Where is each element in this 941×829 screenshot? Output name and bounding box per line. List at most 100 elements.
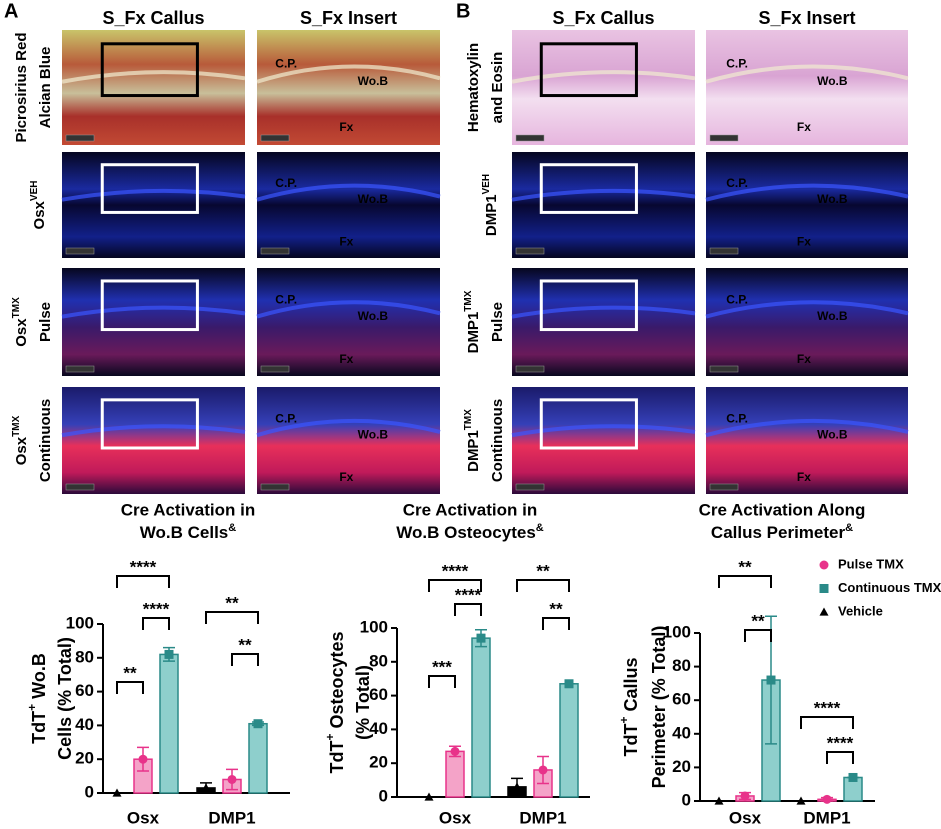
significance-bracket	[800, 716, 854, 729]
micrograph	[512, 268, 695, 376]
bar-point	[512, 782, 522, 791]
significance-label: **	[738, 557, 752, 576]
significance-label: ****	[455, 585, 482, 604]
significance-bracket	[116, 575, 170, 588]
insert-label: C.P.	[275, 411, 297, 425]
scale-bar	[65, 483, 95, 491]
micrograph	[62, 387, 245, 494]
x-tick-label: Osx	[439, 808, 472, 827]
insert-label: C.P.	[275, 293, 297, 307]
tissue-band	[256, 64, 441, 84]
row-label: Hematoxylin and Eosin	[465, 43, 506, 132]
row-label-line: Hematoxylin	[465, 43, 482, 132]
scale-bar	[65, 365, 95, 373]
micrograph	[706, 268, 908, 376]
text-part: Continuous	[37, 399, 54, 482]
bar-point	[227, 774, 237, 784]
column-header: S_Fx Callus	[102, 8, 204, 28]
row-label: DMP1TMX Pulse	[463, 290, 506, 353]
significance-label: **	[549, 599, 563, 618]
text-part: TMX	[11, 415, 22, 436]
text-part: TdT	[29, 711, 49, 744]
significance-bracket	[231, 653, 259, 666]
legend-label: Vehicle	[838, 603, 883, 618]
x-tick-label: Osx	[127, 808, 160, 827]
significance-label: **	[225, 593, 239, 612]
y-tick-label: 40	[369, 719, 388, 738]
text-part: Callus Perimeter	[711, 523, 846, 542]
micrograph	[62, 268, 245, 376]
text-part: Osx	[13, 436, 30, 465]
bar-point	[796, 796, 806, 805]
tissue-band	[256, 300, 441, 319]
bar-point	[450, 746, 460, 756]
bar-point	[112, 788, 122, 797]
tissue-band	[705, 300, 909, 319]
text-part: Osx	[31, 200, 48, 229]
bar-point	[476, 633, 486, 643]
significance-label: ****	[814, 698, 841, 717]
insert-label: Wo.B	[358, 74, 389, 88]
column-header: S_Fx Callus	[552, 8, 654, 28]
tissue-band	[61, 188, 246, 202]
row-label-line: DMP1TMX	[463, 290, 482, 353]
scale-bar	[260, 247, 290, 255]
y-tick-label: 40	[75, 715, 94, 734]
bar-point	[822, 794, 832, 804]
text-part: &	[845, 522, 853, 534]
y-tick-label: 80	[75, 647, 94, 666]
scale-bar	[709, 365, 739, 373]
chart-title: Wo.B Cells&	[140, 522, 236, 543]
insert-label: C.P.	[275, 176, 297, 190]
insert-label: C.P.	[726, 57, 748, 71]
row-label-line: Continuous	[37, 399, 54, 482]
y-label-line: Cells (% Total)	[55, 637, 75, 760]
significance-bracket	[428, 675, 456, 688]
bar-point	[424, 792, 434, 801]
insert-label: Fx	[339, 470, 353, 484]
bar-point	[714, 796, 724, 805]
y-tick-label: 100	[360, 617, 388, 636]
y-axis-label: TdT+ Callus Perimeter (% Total)	[617, 626, 669, 789]
tissue-band	[705, 64, 909, 84]
legend-marker	[819, 584, 829, 593]
row-label-line: OsxTMX	[11, 415, 30, 465]
significance-label: **	[123, 663, 137, 682]
row-label-line: Continuous	[489, 399, 506, 482]
insert-label: C.P.	[275, 57, 297, 71]
tissue-band	[511, 70, 696, 84]
x-tick-label: DMP1	[519, 808, 566, 827]
text-part: +	[323, 734, 337, 741]
significance-bracket	[205, 611, 259, 624]
insert-label: Fx	[797, 352, 811, 366]
scale-bar	[709, 134, 739, 142]
row-label-line: DMP1TMX	[463, 409, 482, 472]
bar-point	[253, 719, 263, 729]
column-header: S_Fx Insert	[300, 8, 397, 28]
y-tick-label: 20	[369, 753, 388, 772]
significance-label: **	[751, 611, 765, 630]
text-part: Wo.B	[29, 653, 49, 704]
text-part: TMX	[463, 290, 474, 311]
text-part: Wo.B Cells	[140, 523, 228, 542]
tissue-band	[511, 424, 696, 438]
tissue-band	[511, 305, 696, 319]
micrograph	[512, 152, 695, 258]
text-part: DMP1	[465, 312, 482, 354]
y-tick-label: 60	[75, 681, 94, 700]
text-part: +	[617, 717, 631, 724]
text-part: VEH	[29, 181, 40, 202]
tissue-band	[61, 70, 246, 84]
bar-point	[164, 649, 174, 659]
legend-label: Pulse TMX	[838, 556, 904, 571]
text-part: Wo.B Osteocytes	[396, 523, 536, 542]
text-part: Alcian Blue	[37, 47, 54, 129]
text-part: Pulse	[489, 302, 506, 342]
micrograph	[706, 152, 908, 258]
scale-bar	[709, 247, 739, 255]
significance-label: **	[238, 635, 252, 654]
row-label: DMP1TMX Continuous	[463, 399, 506, 482]
row-label-line: DMP1VEH	[481, 174, 500, 236]
region-box	[100, 42, 199, 98]
